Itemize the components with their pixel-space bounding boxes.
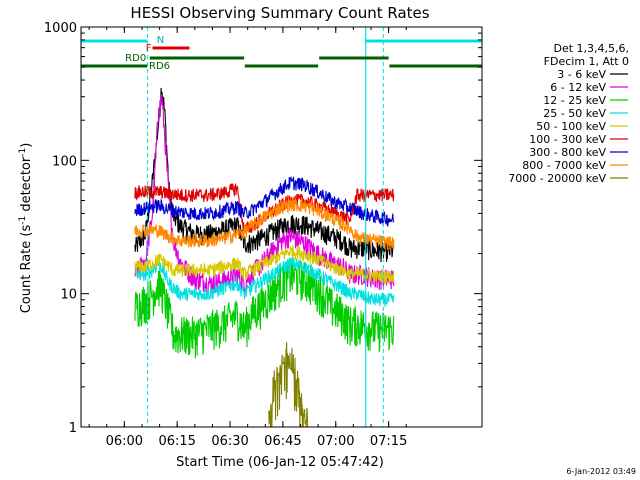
series-line-7: [134, 196, 395, 252]
x-tick-label-3: 06:45: [264, 434, 301, 449]
plot-area: [80, 26, 483, 428]
series-layer: [134, 87, 395, 427]
flare-label: F: [146, 43, 152, 54]
chart-title: HESSI Observing Summary Count Rates: [130, 4, 429, 22]
y-tick-label-1: 10: [60, 288, 77, 303]
y-axis: 1 10 100 1000: [44, 21, 482, 436]
overlay-layer: [81, 27, 482, 427]
x-tick-label-5: 07:15: [370, 434, 407, 449]
x-tick-label-0: 06:00: [106, 434, 143, 449]
legend: Det 1,3,4,5,6, FDecim 1, Att 0 3 - 6 keV…: [508, 42, 629, 185]
y-label-main: Count Rate (s: [19, 225, 34, 314]
legend-label-7: 800 - 7000 keV: [522, 159, 606, 172]
legend-label-6: 300 - 800 keV: [529, 146, 606, 159]
series-line-1: [134, 94, 395, 295]
legend-label-8: 7000 - 20000 keV: [508, 172, 606, 185]
x-axis: 06:00 06:15 06:30 06:45 07:00 07:15: [88, 27, 407, 449]
legend-header-2: FDecim 1, Att 0: [544, 55, 629, 68]
series-line-4: [134, 244, 395, 284]
x-tick-label-1: 06:15: [158, 434, 195, 449]
legend-label-3: 25 - 50 keV: [543, 107, 606, 120]
y-tick-label-3: 1000: [44, 21, 77, 36]
series-line-2: [134, 257, 395, 359]
x-tick-label-2: 06:30: [211, 434, 248, 449]
rd6-label: RD6: [149, 61, 170, 72]
y-label-end: ): [19, 143, 34, 148]
legend-label-1: 6 - 12 keV: [550, 81, 606, 94]
series-line-8: [268, 342, 309, 427]
x-axis-label: Start Time (06-Jan-12 05:47:42): [176, 455, 384, 470]
series-line-3: [134, 257, 395, 308]
legend-label-2: 12 - 25 keV: [543, 94, 606, 107]
y-axis-label: Count Rate (s-1 detector-1): [18, 143, 34, 314]
footer-date: 6-Jan-2012 03:49: [566, 467, 636, 476]
y-label-sup2: -1: [18, 148, 28, 157]
x-tick-label-4: 07:00: [317, 434, 354, 449]
y-tick-label-0: 1: [69, 421, 77, 436]
rd0-label: RD0: [125, 53, 146, 64]
legend-label-0: 3 - 6 keV: [557, 68, 606, 81]
n-label: N: [157, 35, 164, 46]
y-label-sup1: -1: [18, 216, 28, 225]
plot-frame: [80, 26, 483, 428]
series-line-0: [134, 87, 395, 263]
legend-header-1: Det 1,3,4,5,6,: [553, 42, 629, 55]
legend-label-4: 50 - 100 keV: [536, 120, 606, 133]
legend-label-5: 100 - 300 keV: [529, 133, 606, 146]
y-label-mid: detector: [19, 156, 34, 216]
series-line-6: [134, 175, 395, 228]
y-tick-label-2: 100: [52, 154, 77, 169]
